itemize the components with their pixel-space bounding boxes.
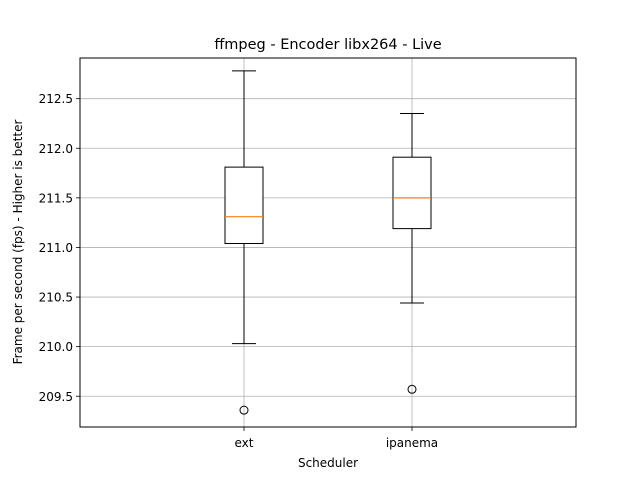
y-tick-label: 212.5 [39,92,73,106]
chart-title: ffmpeg - Encoder libx264 - Live [214,37,441,53]
iqr-box [224,166,264,244]
ticks: 209.5 210.0 210.5 211.0 211.5 212.0 212.5 ext ip… [39,92,439,450]
y-tick-label: 210.5 [39,291,73,305]
boxes [224,70,432,415]
y-tick-label: 211.5 [39,191,73,205]
y-tick-label: 209.5 [39,390,73,404]
box-ipanema [392,113,432,394]
y-tick-label: 211.0 [39,241,73,255]
x-axis-label: Scheduler [298,456,358,470]
iqr-box [392,156,432,230]
x-tick-label-ipanema: ipanema [386,436,438,450]
y-tick-label: 210.0 [39,340,73,354]
outlier-point [407,384,417,394]
x-tick-label-ext: ext [235,436,254,450]
plot-frame [79,57,577,428]
y-tick-label: 212.0 [39,142,73,156]
y-axis-label: Frame per second (fps) - Higher is bette… [11,120,25,365]
outlier-point [239,405,249,415]
box-ext [224,70,264,415]
